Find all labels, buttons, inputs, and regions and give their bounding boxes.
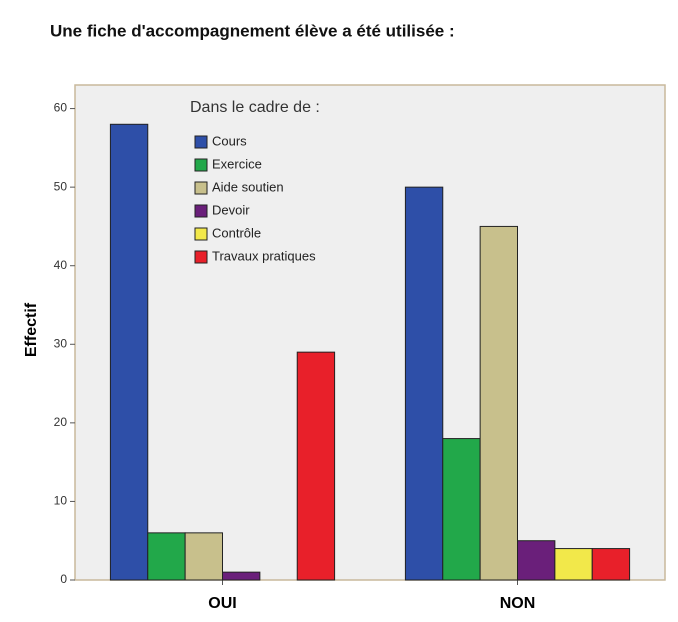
legend-swatch [194,250,208,264]
x-tick-label: OUI [208,595,236,612]
bar [554,548,593,581]
y-tick-label: 50 [54,179,68,193]
bar [517,540,556,581]
bar [222,571,261,581]
bar [296,351,336,581]
legend-label: Contrôle [212,225,261,240]
y-tick-label: 0 [60,572,67,586]
legend-swatch [194,158,208,172]
plot-area [74,84,666,581]
legend-swatch [194,135,208,149]
x-tick-label: NON [500,595,536,612]
y-tick-label: 20 [54,415,68,429]
bar [479,225,518,581]
bar [442,438,481,581]
bar [404,186,444,581]
legend-title: Dans le cadre de : [190,99,320,116]
y-tick-label: 30 [54,336,68,350]
legend-label: Devoir [212,202,250,217]
legend-label: Cours [212,133,247,148]
legend-swatch [194,204,208,218]
y-tick-label: 10 [54,494,68,508]
y-tick-label: 60 [54,101,68,115]
bar [591,548,631,581]
bar [184,532,223,581]
y-axis-label: Effectif [23,302,40,357]
legend-label: Exercice [212,156,262,171]
y-tick-label: 40 [54,258,68,272]
legend-swatch [194,227,208,241]
bar [109,123,149,581]
legend-swatch [194,181,208,195]
legend-label: Aide soutien [212,179,284,194]
legend-label: Travaux pratiques [212,248,316,263]
chart-title: Une fiche d'accompagnement élève a été u… [50,21,455,40]
bar [147,532,186,581]
